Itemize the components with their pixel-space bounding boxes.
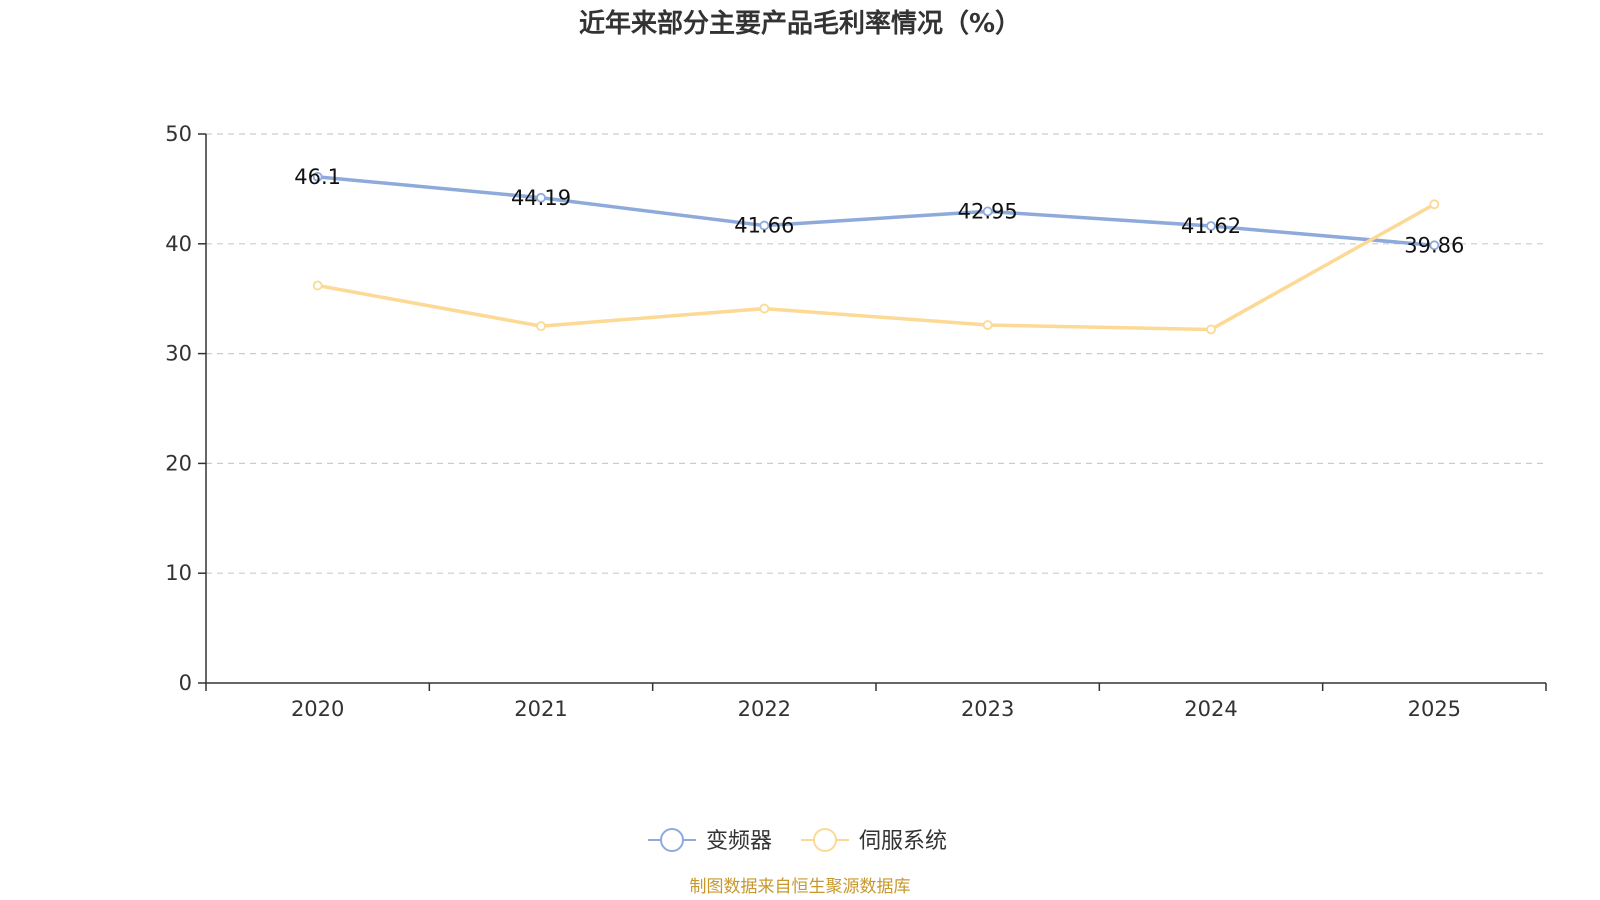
data-point <box>982 320 993 330</box>
series-line <box>317 202 1436 332</box>
x-tick-label: 2023 <box>961 697 1014 721</box>
y-tick-label: 10 <box>165 561 192 585</box>
source-note: 制图数据来自恒生聚源数据库 <box>690 877 911 897</box>
data-label: 39.86 <box>1404 233 1464 257</box>
data-point <box>1429 240 1440 251</box>
data-point <box>312 171 323 182</box>
data-point <box>982 206 993 217</box>
data-point <box>1206 221 1216 231</box>
y-tick-label: 50 <box>165 122 192 146</box>
series-line <box>317 175 1435 248</box>
legend-label: 变频器 <box>706 829 772 854</box>
data-labels: 46.1 44.19 41.66 42.95 41.62 39.86 <box>294 165 1464 258</box>
y-tick-label: 20 <box>165 451 192 475</box>
data-point <box>1429 199 1440 210</box>
legend-marker <box>813 828 837 852</box>
x-tick-label: 2025 <box>1408 697 1461 721</box>
data-point <box>759 303 770 314</box>
y-tick-label: 40 <box>165 232 192 256</box>
axes: 0 10 20 30 40 50 2020 2021 2022 2023 2024 2025 <box>165 122 1547 721</box>
data-point <box>312 280 323 291</box>
y-tick-label: 30 <box>165 342 192 366</box>
data-label: 41.62 <box>1181 214 1241 238</box>
y-tick-label: 0 <box>179 671 192 695</box>
data-label: 42.95 <box>958 199 1018 223</box>
x-tick-label: 2021 <box>514 697 567 721</box>
x-tick-label: 2022 <box>738 697 791 721</box>
data-point <box>759 220 770 231</box>
data-label: 44.19 <box>511 186 571 210</box>
data-point <box>1206 324 1216 335</box>
data-label: 46.1 <box>294 165 341 189</box>
data-label: 41.66 <box>734 214 794 238</box>
legend-marker <box>660 828 684 852</box>
grid-lines <box>206 133 1546 574</box>
x-tick-label: 2024 <box>1184 697 1237 721</box>
series-layer <box>312 171 1440 335</box>
data-point <box>536 321 546 332</box>
x-tick-label: 2020 <box>291 697 344 721</box>
chart-title: 近年来部分主要产品毛利率情况（%） <box>579 8 1021 39</box>
data-point <box>536 192 546 203</box>
legend-label: 伺服系统 <box>859 829 947 854</box>
legend[interactable]: 变频器 伺服系统 <box>648 828 947 854</box>
